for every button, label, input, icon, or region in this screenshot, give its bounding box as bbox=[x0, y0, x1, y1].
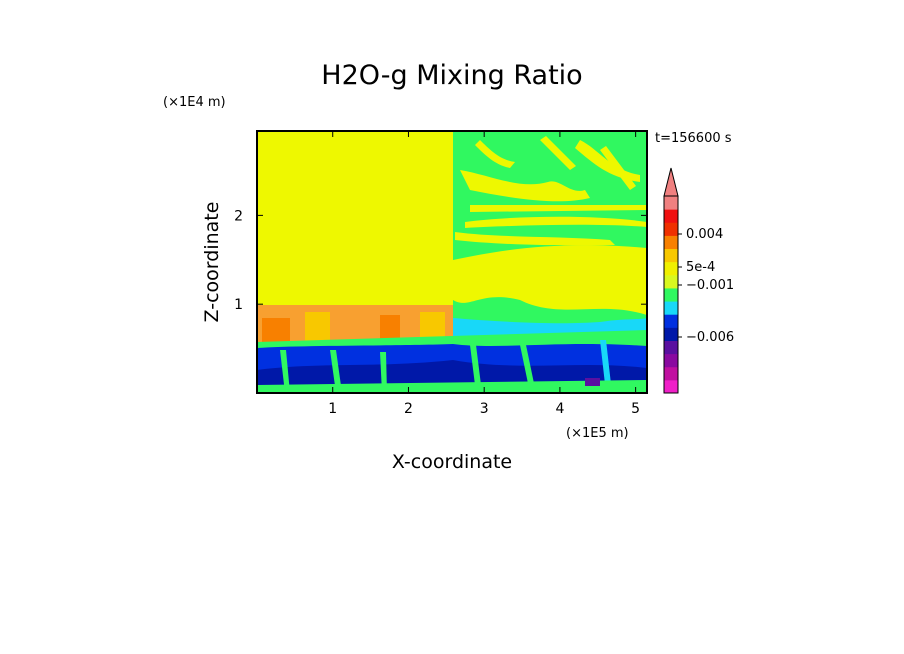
colorbar-swatch bbox=[664, 314, 678, 328]
colorbar-swatch bbox=[664, 235, 678, 250]
y-axis-label: Z-coordinate bbox=[201, 202, 223, 323]
x-tick-label: 4 bbox=[555, 401, 564, 417]
x-tick-label: 3 bbox=[480, 401, 489, 417]
colorbar-label: −0.001 bbox=[686, 278, 734, 293]
colorbar-swatch bbox=[664, 209, 678, 223]
colorbar-swatch bbox=[664, 353, 678, 368]
colorbar-swatch bbox=[664, 379, 678, 394]
colorbar-swatch bbox=[664, 340, 678, 355]
chart-title: H2O-g Mixing Ratio bbox=[321, 60, 582, 91]
x-axis: 1 2 3 4 5 bbox=[328, 131, 640, 417]
colorbar-label: −0.006 bbox=[686, 330, 734, 345]
x-tick-label: 5 bbox=[631, 401, 640, 417]
colorbar-swatch bbox=[664, 274, 678, 289]
colorbar-swatch bbox=[664, 248, 678, 263]
colorbar: 0.004 5e-4 −0.001 −0.006 bbox=[663, 167, 734, 394]
x-axis-label: X-coordinate bbox=[392, 451, 512, 473]
colorbar-swatch bbox=[664, 287, 678, 302]
contour-field bbox=[257, 131, 647, 393]
y-tick-label: 2 bbox=[234, 208, 243, 224]
colorbar-swatch bbox=[664, 366, 678, 381]
y-scale-label: (×1E4 m) bbox=[163, 95, 226, 110]
colorbar-extend-arrow bbox=[663, 167, 679, 197]
x-tick-label: 2 bbox=[404, 401, 413, 417]
colorbar-swatch bbox=[664, 301, 678, 315]
colorbar-swatch bbox=[664, 196, 678, 210]
colorbar-label: 0.004 bbox=[686, 227, 723, 242]
colorbar-swatch bbox=[664, 222, 678, 236]
x-scale-label: (×1E5 m) bbox=[566, 426, 629, 441]
colorbar-label: 5e-4 bbox=[686, 260, 715, 275]
colorbar-swatch bbox=[664, 261, 678, 276]
x-tick-label: 1 bbox=[328, 401, 337, 417]
y-tick-label: 1 bbox=[234, 297, 243, 313]
time-label: t=156600 s bbox=[655, 131, 732, 146]
colorbar-swatch bbox=[664, 327, 678, 341]
plot-frame bbox=[256, 130, 648, 394]
y-axis: 12 bbox=[234, 208, 647, 313]
